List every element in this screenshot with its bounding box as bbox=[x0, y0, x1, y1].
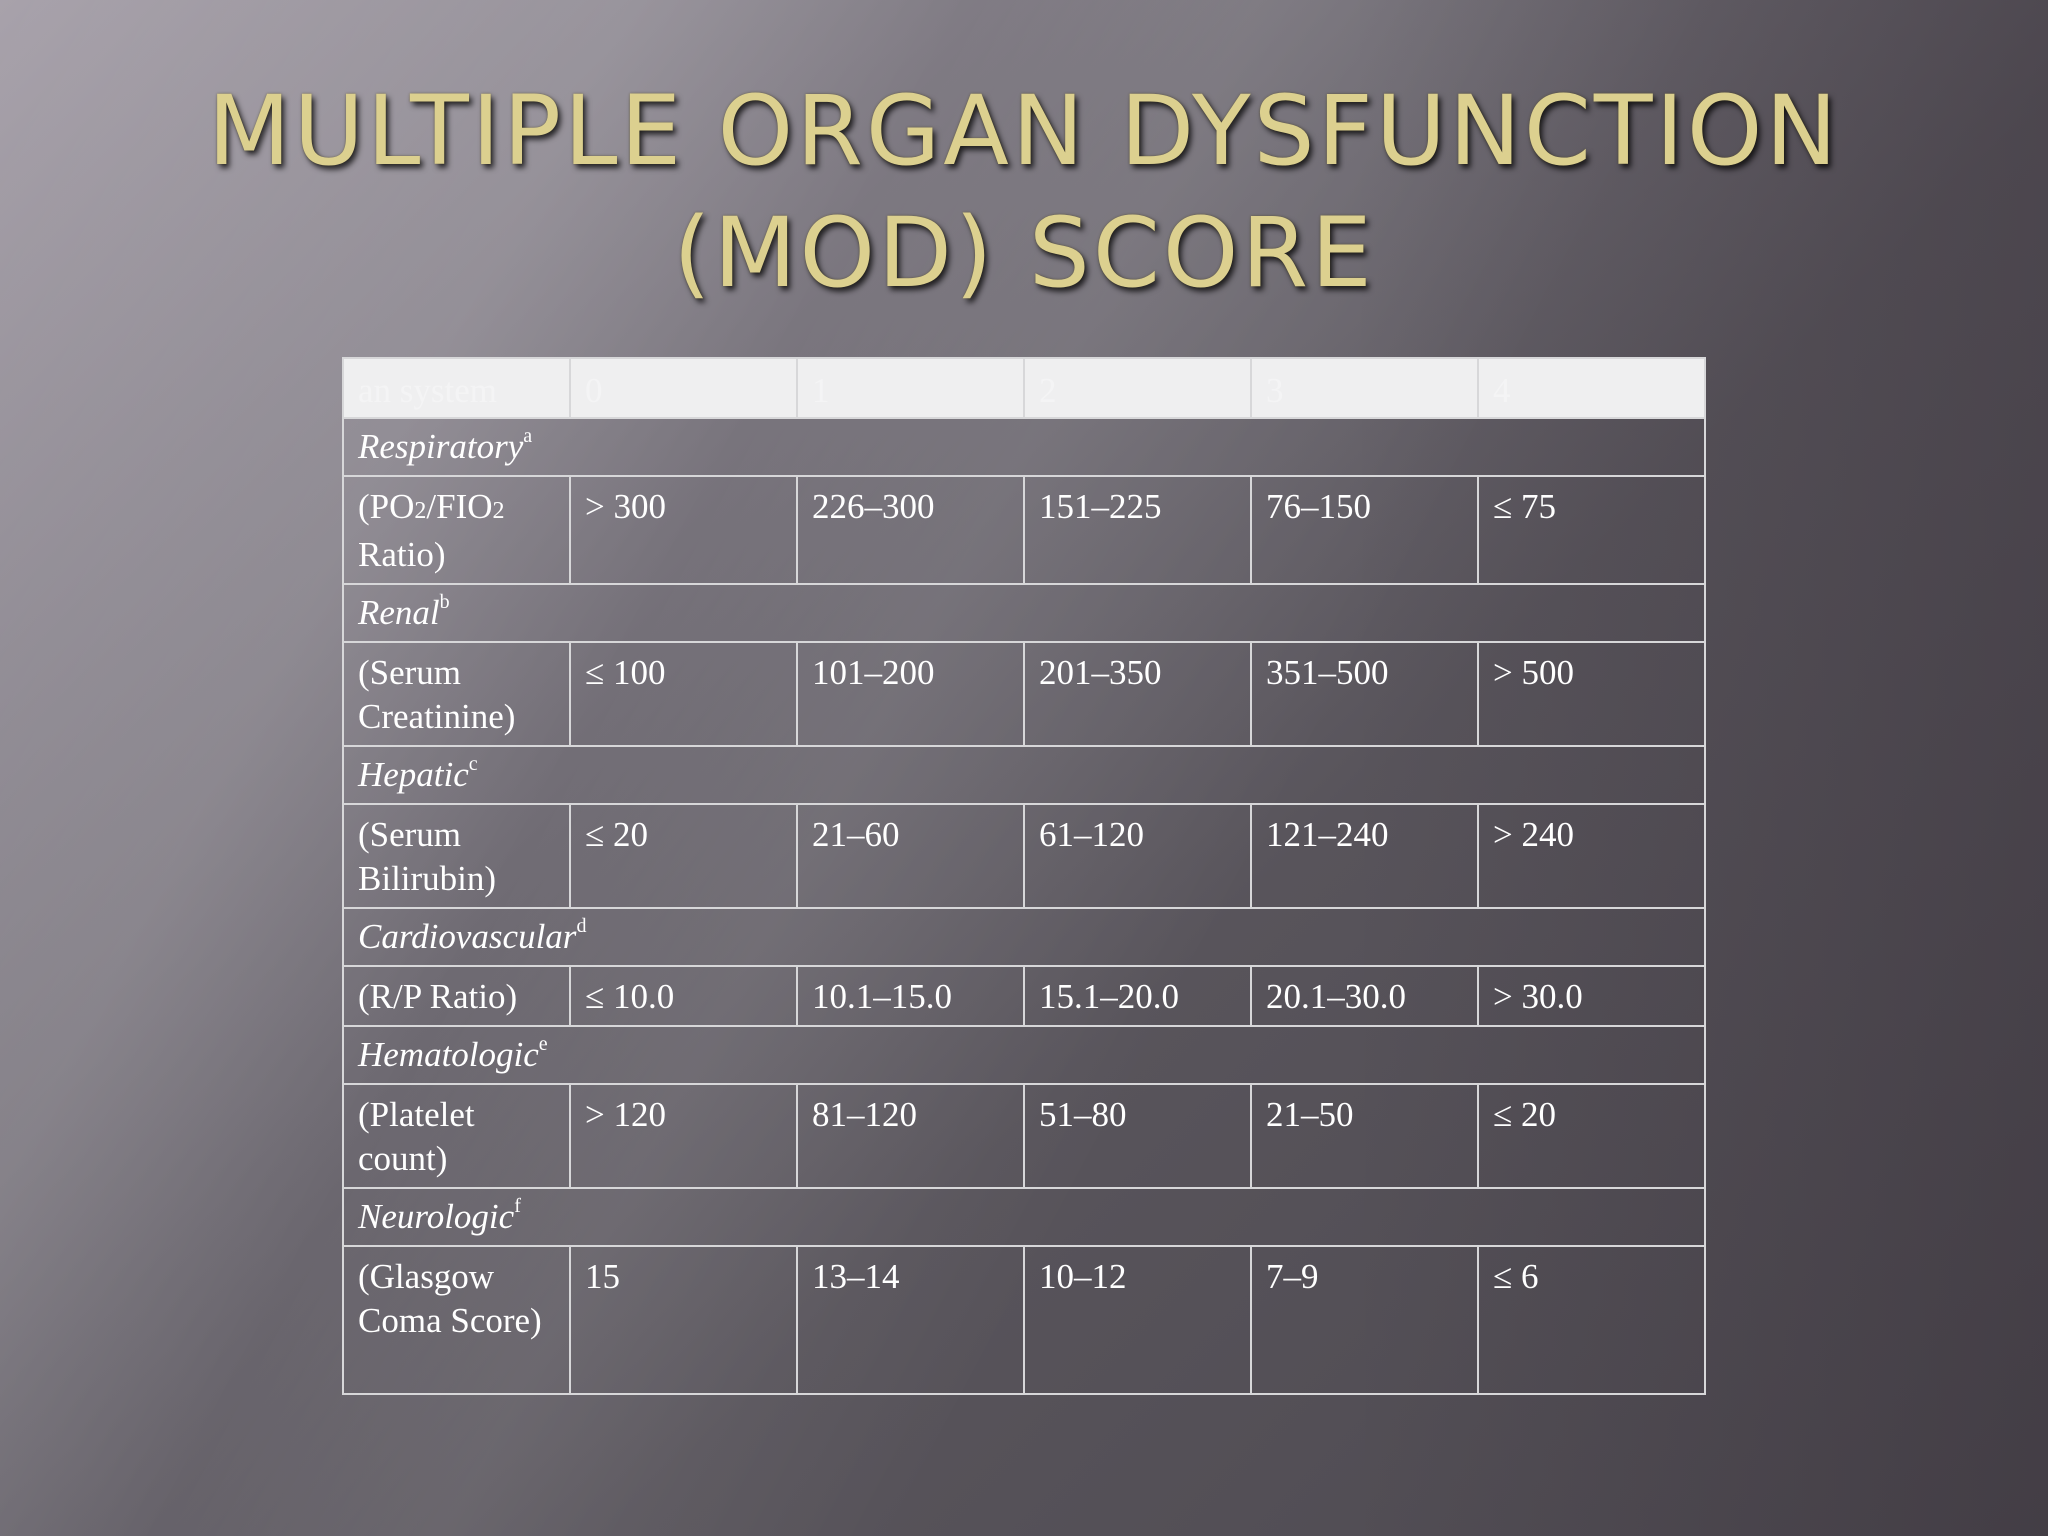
score-cell: 201–350 bbox=[1023, 641, 1252, 747]
system-name: Respiratory bbox=[358, 427, 524, 466]
score-cell: 7–9 bbox=[1250, 1245, 1479, 1395]
system-row-respiratory: Respiratorya bbox=[342, 417, 1706, 477]
footnote-marker: d bbox=[576, 915, 587, 937]
score-cell: ≤ 75 bbox=[1477, 475, 1706, 585]
system-name: Neurologic bbox=[358, 1197, 515, 1236]
system-row-cardiovascular: Cardiovasculard bbox=[342, 907, 1706, 967]
system-label: Hepaticc bbox=[342, 745, 1706, 805]
measure-row-neurologic: (Glasgow Coma Score) 15 13–14 10–12 7–9 … bbox=[342, 1245, 1706, 1395]
score-cell: > 240 bbox=[1477, 803, 1706, 909]
score-cell: ≤ 6 bbox=[1477, 1245, 1706, 1395]
score-cell: > 300 bbox=[569, 475, 798, 585]
system-name: Hepatic bbox=[358, 755, 469, 794]
score-cell: 351–500 bbox=[1250, 641, 1479, 747]
score-cell: > 500 bbox=[1477, 641, 1706, 747]
measure-row-cardiovascular: (R/P Ratio) ≤ 10.0 10.1–15.0 15.1–20.0 2… bbox=[342, 965, 1706, 1027]
measure-label: (Serum Creatinine) bbox=[342, 641, 571, 747]
score-cell: 51–80 bbox=[1023, 1083, 1252, 1189]
score-cell: 13–14 bbox=[796, 1245, 1025, 1395]
footnote-marker: f bbox=[514, 1195, 521, 1217]
footnote-marker: e bbox=[538, 1033, 548, 1055]
score-cell: 121–240 bbox=[1250, 803, 1479, 909]
score-cell: 101–200 bbox=[796, 641, 1025, 747]
score-cell: 21–60 bbox=[796, 803, 1025, 909]
system-label: Neurologicf bbox=[342, 1187, 1706, 1247]
header-row: an system 0 1 2 3 4 bbox=[342, 357, 1706, 419]
slide-title: MULTIPLE ORGAN DYSFUNCTION (MOD) SCORE bbox=[0, 70, 2048, 314]
measure-row-hepatic: (Serum Bilirubin) ≤ 20 21–60 61–120 121–… bbox=[342, 803, 1706, 909]
score-cell: ≤ 20 bbox=[569, 803, 798, 909]
system-row-neurologic: Neurologicf bbox=[342, 1187, 1706, 1247]
score-cell: 81–120 bbox=[796, 1083, 1025, 1189]
header-organ-system: an system bbox=[342, 357, 571, 419]
system-label: Renalb bbox=[342, 583, 1706, 643]
score-cell: 20.1–30.0 bbox=[1250, 965, 1479, 1027]
system-name: Renal bbox=[358, 593, 440, 632]
score-cell: 61–120 bbox=[1023, 803, 1252, 909]
footnote-marker: a bbox=[523, 425, 533, 447]
system-label: Hematologice bbox=[342, 1025, 1706, 1085]
measure-label: (Platelet count) bbox=[342, 1083, 571, 1189]
measure-row-renal: (Serum Creatinine) ≤ 100 101–200 201–350… bbox=[342, 641, 1706, 747]
score-cell: 151–225 bbox=[1023, 475, 1252, 585]
footnote-marker: c bbox=[468, 753, 478, 775]
slide-title-line-1: MULTIPLE ORGAN DYSFUNCTION bbox=[207, 75, 1841, 187]
score-cell: 21–50 bbox=[1250, 1083, 1479, 1189]
score-cell: 10.1–15.0 bbox=[796, 965, 1025, 1027]
score-cell: ≤ 20 bbox=[1477, 1083, 1706, 1189]
header-score-0: 0 bbox=[569, 357, 798, 419]
score-cell: 10–12 bbox=[1023, 1245, 1252, 1395]
mod-score-table: an system 0 1 2 3 4 Respiratorya (PO2/FI… bbox=[342, 357, 1706, 1395]
system-row-renal: Renalb bbox=[342, 583, 1706, 643]
header-score-3: 3 bbox=[1250, 357, 1479, 419]
footnote-marker: b bbox=[439, 591, 450, 613]
score-cell: ≤ 100 bbox=[569, 641, 798, 747]
measure-row-respiratory: (PO2/FIO2 Ratio) > 300 226–300 151–225 7… bbox=[342, 475, 1706, 585]
score-cell: 15 bbox=[569, 1245, 798, 1395]
system-name: Hematologic bbox=[358, 1035, 539, 1074]
system-name: Cardiovascular bbox=[358, 917, 577, 956]
measure-row-hematologic: (Platelet count) > 120 81–120 51–80 21–5… bbox=[342, 1083, 1706, 1189]
slide-title-line-2: (MOD) SCORE bbox=[673, 197, 1375, 309]
score-cell: 76–150 bbox=[1250, 475, 1479, 585]
score-cell: > 30.0 bbox=[1477, 965, 1706, 1027]
system-label: Respiratorya bbox=[342, 417, 1706, 477]
system-row-hepatic: Hepaticc bbox=[342, 745, 1706, 805]
system-label: Cardiovasculard bbox=[342, 907, 1706, 967]
header-score-4: 4 bbox=[1477, 357, 1706, 419]
measure-label: (R/P Ratio) bbox=[342, 965, 571, 1027]
measure-label: (PO2/FIO2 Ratio) bbox=[342, 475, 571, 585]
header-score-1: 1 bbox=[796, 357, 1025, 419]
score-cell: 15.1–20.0 bbox=[1023, 965, 1252, 1027]
score-cell: ≤ 10.0 bbox=[569, 965, 798, 1027]
measure-label: (Glasgow Coma Score) bbox=[342, 1245, 571, 1395]
measure-label: (Serum Bilirubin) bbox=[342, 803, 571, 909]
score-cell: > 120 bbox=[569, 1083, 798, 1189]
header-score-2: 2 bbox=[1023, 357, 1252, 419]
system-row-hematologic: Hematologice bbox=[342, 1025, 1706, 1085]
score-cell: 226–300 bbox=[796, 475, 1025, 585]
